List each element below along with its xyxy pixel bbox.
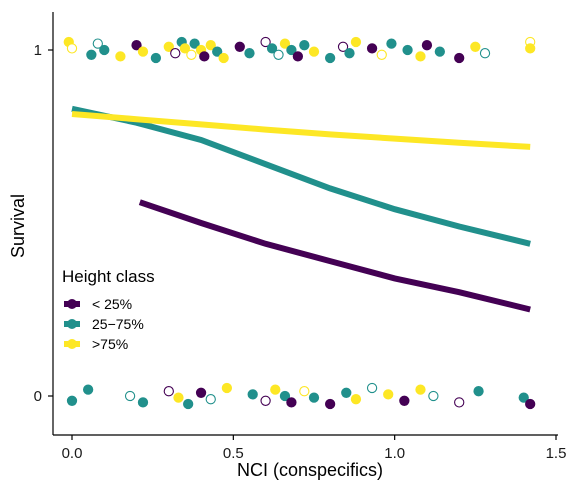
data-point [212,46,223,57]
x-axis-title: NCI (conspecifics) [237,460,383,480]
data-point [150,52,162,64]
data-point [183,398,194,410]
data-point [186,49,197,60]
data-point [421,40,433,51]
legend-key-dot [67,299,77,309]
data-point [195,387,207,398]
data-point [518,392,529,403]
data-point [324,52,336,64]
data-point [170,48,181,59]
data-point [428,390,439,402]
fit-curve [71,111,531,150]
x-tick-label: 0.5 [223,445,244,462]
data-point [92,38,103,49]
data-point [131,40,142,51]
data-point [244,48,255,59]
points-layer [63,36,536,410]
data-point [454,397,465,408]
data-point [299,386,310,397]
data-point [415,51,426,62]
data-point [350,394,362,405]
data-point [66,395,78,406]
data-point [399,395,410,406]
data-point [99,44,110,56]
data-point [344,48,355,59]
data-point [273,49,284,60]
data-point [383,389,394,400]
data-point [341,387,352,398]
x-tick-label: 0.0 [62,445,83,462]
data-point [350,36,362,48]
data-point [115,51,126,62]
data-point [66,43,78,54]
data-point [525,43,536,54]
legend-key-dot [67,319,77,329]
data-point [324,398,336,410]
data-point [279,390,291,402]
data-point [199,51,210,62]
data-point [266,43,278,54]
y-axis-title: Survival [8,194,28,258]
x-tick-label: 1.5 [546,445,567,462]
data-point [173,392,184,403]
data-point [218,52,229,64]
data-point [292,51,304,62]
data-point [386,38,397,49]
data-point [82,384,94,395]
data-point [234,41,245,52]
data-point [270,384,281,395]
y-tick-label: 1 [34,42,42,59]
data-point [366,43,378,54]
data-point [286,44,297,56]
x-tick-label: 1.0 [384,445,405,462]
data-point [525,398,536,410]
data-point [308,392,320,403]
data-point [260,395,271,406]
data-point [434,46,445,57]
data-point [221,382,233,394]
data-point [179,43,191,54]
data-point [205,394,216,405]
legend-label: 25−75% [92,316,144,332]
data-point [86,49,97,60]
data-point [163,386,174,397]
axes [52,12,558,436]
legend-items: < 25% 25−75% >75% [64,296,144,352]
data-point [376,49,387,60]
ticks: 0.0 0.5 1.0 1.5 0 1 [34,42,567,462]
data-point [124,390,136,402]
fit-curve [138,199,531,313]
data-point [415,384,426,395]
data-point [137,46,149,57]
data-point [473,386,484,397]
curves-layer [71,105,531,313]
data-point [470,41,481,52]
y-tick-label: 0 [34,388,42,405]
data-point [189,38,200,49]
data-point [137,397,149,408]
data-point [299,40,310,51]
data-point [286,397,297,408]
data-point [205,40,216,51]
legend-label: < 25% [92,296,132,312]
legend-label: >75% [92,336,128,352]
data-point [402,44,413,56]
data-point [279,38,291,49]
legend-title: Height class [62,267,155,286]
fit-curve [71,105,531,247]
data-point [260,36,271,48]
data-point [366,382,378,394]
data-point [247,389,258,400]
data-point [163,41,174,52]
legend-key-dot [67,339,77,349]
data-point [337,41,349,52]
data-point [454,52,465,64]
data-point [308,46,320,57]
legend: Height class < 25% 25−75% >75% [62,267,155,352]
data-point [479,48,491,59]
